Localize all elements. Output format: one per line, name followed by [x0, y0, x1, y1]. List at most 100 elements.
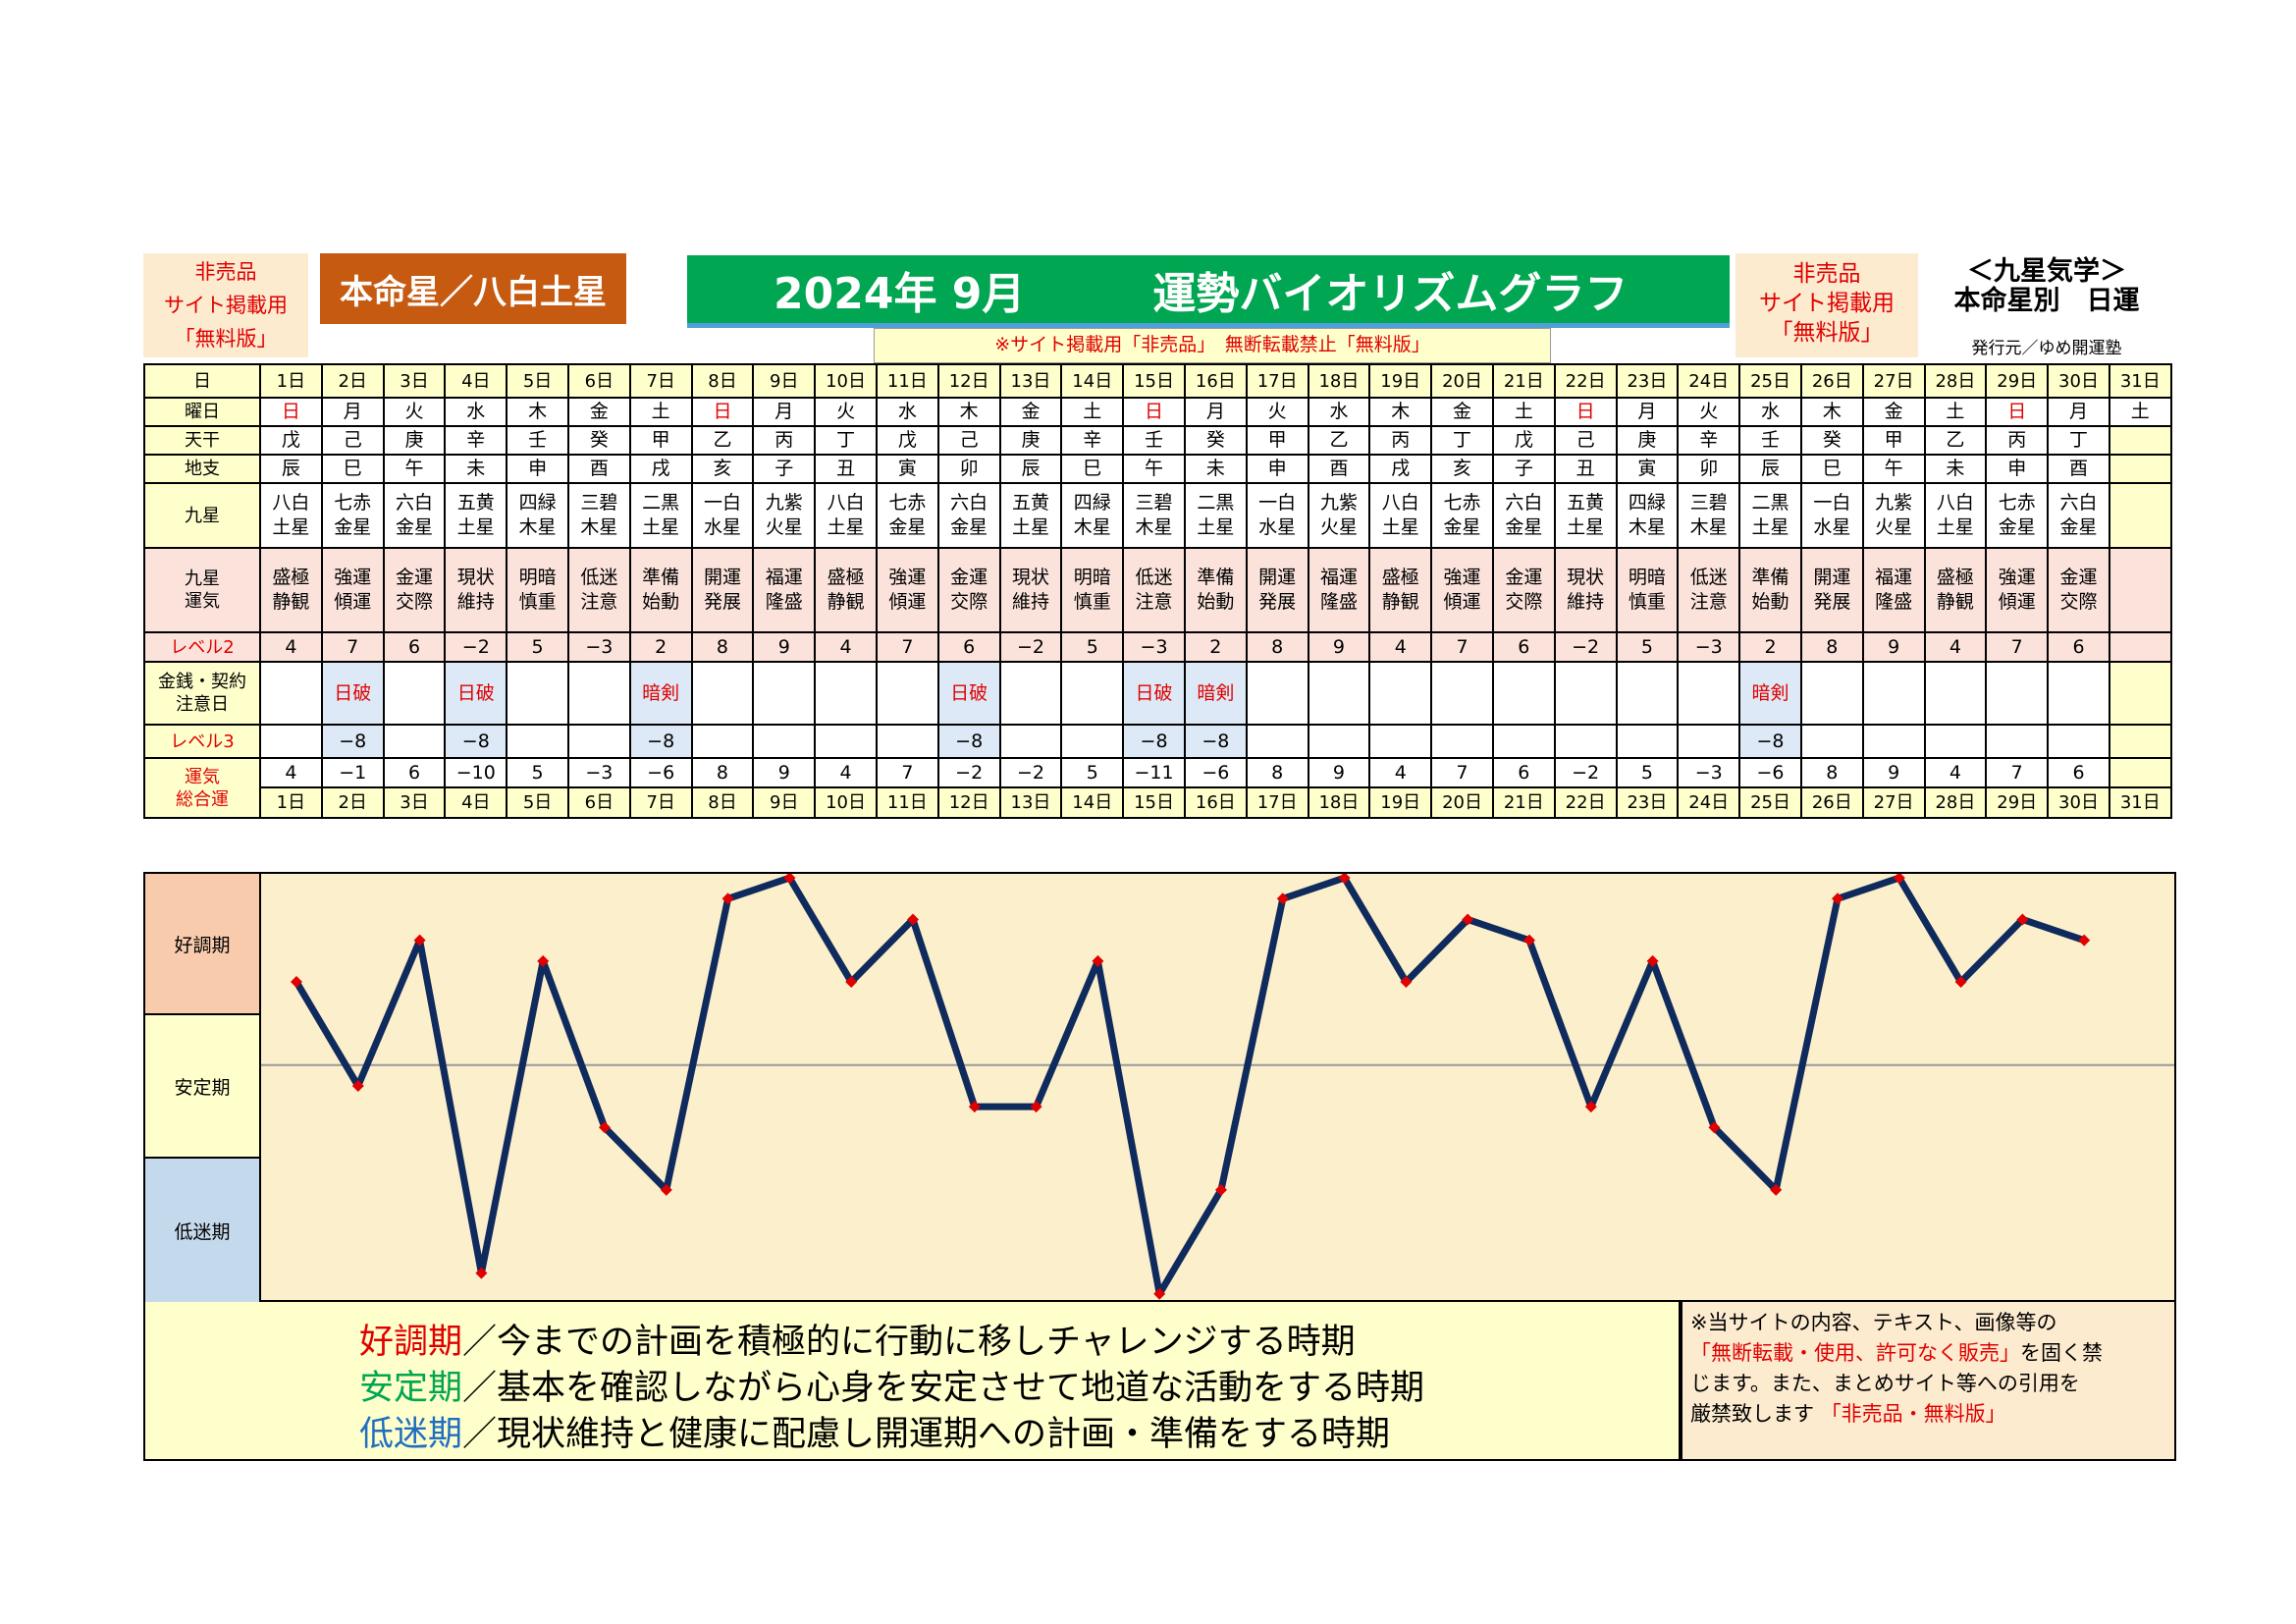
tenkan-cell: 壬 [506, 425, 569, 456]
unki-cell-l1: 福運 [1319, 567, 1358, 588]
money-cell [752, 661, 817, 726]
kyusei-cell-l2: 木星 [518, 516, 557, 538]
level3-cell [690, 724, 755, 759]
unki-cell-l1: 低迷 [580, 567, 618, 588]
kyusei-cell-l2: 火星 [1319, 516, 1358, 538]
kyusei-line-2: 本命星別 日運 [1953, 286, 2140, 316]
day-cell: 16日 [1183, 363, 1248, 399]
tenkan-cell: 庚 [998, 425, 1063, 456]
level2-cell: −2 [1553, 631, 1618, 663]
day-cell: 8日 [690, 363, 755, 399]
tenkan-cell: 壬 [1122, 425, 1186, 456]
unki-cell: 開運 発展 [1245, 547, 1309, 633]
unki-cell: 準備 始動 [1738, 547, 1802, 633]
level3-cell [1923, 724, 1988, 759]
data-point [1523, 934, 1535, 947]
day-cell: 22日 [1553, 363, 1618, 399]
unki-cell-l1: 盛極 [1381, 567, 1419, 588]
chishi-cell: 午 [1861, 454, 1926, 484]
level3-cell: −8 [1122, 724, 1186, 759]
tenkan-cell: 戊 [1491, 425, 1556, 456]
right-free-note: 非売品 サイト掲載用 「無料版」 [1735, 253, 1918, 357]
unki-cell: 低迷 注意 [566, 547, 631, 633]
kyusei-cell: 八白 土星 [1923, 482, 1988, 549]
total-cell: 7 [1985, 757, 2050, 788]
day-cell: 18日 [1307, 363, 1371, 399]
unki-cell-l2: 発展 [1258, 591, 1297, 613]
day-cell: 3日 [382, 363, 447, 399]
level2-cell: 5 [506, 631, 569, 663]
tenkan-cell: 甲 [628, 425, 693, 456]
day2-cell: 24日 [1677, 786, 1741, 819]
tenkan-cell: 戊 [259, 425, 323, 456]
unki-cell-l1: 現状 [1567, 567, 1605, 588]
label-money-l1: 金銭・契約 [158, 672, 246, 692]
kyusei-cell-l1: 二黒 [1197, 492, 1235, 514]
money-cell [814, 661, 878, 726]
honmeisei-title: 本命星／八白土星 [320, 253, 626, 324]
kyusei-cell: 一白 水星 [690, 482, 755, 549]
legend-good: 好調期／今までの計画を積極的に行動に移しチャレンジする時期 [359, 1320, 1679, 1366]
kyusei-cell-l2: 金星 [1998, 516, 2036, 538]
data-point [1338, 872, 1351, 885]
data-point [2078, 934, 2091, 947]
day2-cell: 7日 [628, 786, 693, 819]
level3-cell [998, 724, 1063, 759]
day2-cell: 3日 [382, 786, 447, 819]
unki-cell-l1: 福運 [1875, 567, 1913, 588]
sub-note: ※サイト掲載用「非売品」 無断転載禁止「無料版」 [874, 328, 1551, 363]
main-title: 2024年 9月 運勢バイオリズムグラフ [687, 255, 1730, 328]
money-cell: 暗剣 [628, 661, 693, 726]
day-cell: 12日 [936, 363, 1001, 399]
kyusei-cell-l2: 土星 [827, 516, 865, 538]
kyusei-cell: 三碧 木星 [1677, 482, 1741, 549]
row-day: 日 1日 2日 3日 4日 5日 6日 7日 8日 9日 10日 11日 12日 13日 14日 15日 16日… [143, 363, 2172, 399]
data-point [1646, 954, 1659, 967]
level2-cell: 6 [936, 631, 1001, 663]
legend-low-text: ／現状維持と健康に配慮し開運期への計画・準備をする時期 [462, 1415, 1391, 1454]
data-point [845, 976, 858, 989]
total-cell: 5 [1615, 757, 1680, 788]
data-point [1400, 976, 1413, 989]
tenkan-cell: 丙 [1985, 425, 2050, 456]
level2-cell: 5 [1060, 631, 1125, 663]
level2-cell: 6 [382, 631, 447, 663]
kyusei-cell-l2: 金星 [1443, 516, 1481, 538]
weekday-cell: 月 [2047, 397, 2110, 427]
kyusei-cell-l1: 二黒 [1751, 492, 1789, 514]
unki-cell-l2: 慎重 [1628, 591, 1666, 613]
chishi-cell: 子 [752, 454, 817, 484]
day-cell: 17日 [1245, 363, 1309, 399]
kyusei-cell-l2: 土星 [642, 516, 680, 538]
kyusei-cell: 四緑 木星 [1060, 482, 1125, 549]
tenkan-cell: 庚 [1615, 425, 1680, 456]
row-day2: 1日 2日 3日 4日 5日 6日 7日 8日 9日 10日 11日 12日 13日 14日 15日 16日 1… [144, 786, 2172, 819]
kyusei-cell-l2: 土星 [1751, 516, 1789, 538]
level2-cell: −2 [444, 631, 508, 663]
weekday-cell: 土 [1923, 397, 1988, 427]
kyusei-cell-l1: 九紫 [1319, 492, 1358, 514]
kyusei-cell-l2: 金星 [2059, 516, 2098, 538]
chishi-cell: 戌 [628, 454, 693, 484]
total-cell: −1 [320, 757, 385, 788]
total-cell: 4 [1923, 757, 1988, 788]
kyusei-cell-l1: 五黄 [456, 492, 495, 514]
data-point [291, 976, 302, 989]
unki-cell: 現状 維持 [444, 547, 508, 633]
day2-cell: 17日 [1245, 786, 1309, 819]
level3-cell [1615, 724, 1680, 759]
kyusei-cell-l1: 八白 [827, 492, 865, 514]
data-point [968, 1101, 981, 1113]
day2-cell: 4日 [444, 786, 508, 819]
tenkan-cell: 辛 [444, 425, 508, 456]
unki-cell: 金運 交際 [2047, 547, 2110, 633]
tenkan-cell: 己 [1553, 425, 1618, 456]
unki-cell-l1: 準備 [642, 567, 680, 588]
unki-cell: 明暗 慎重 [1060, 547, 1125, 633]
total-cell: 9 [752, 757, 817, 788]
unki-cell-l1: 明暗 [1628, 567, 1666, 588]
kyusei-cell-l2: 木星 [1073, 516, 1111, 538]
label-level3: レベル3 [143, 724, 261, 759]
day2-cell: 23日 [1615, 786, 1680, 819]
level3-cell [1368, 724, 1433, 759]
